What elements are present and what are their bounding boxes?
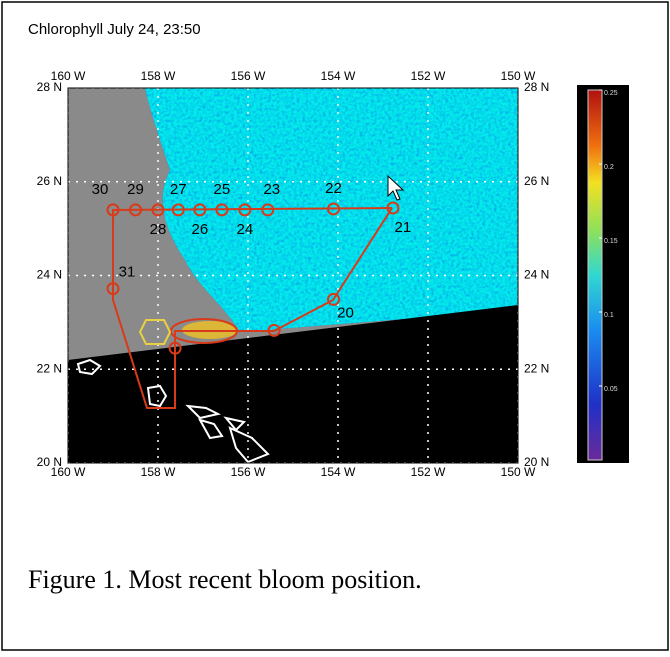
lat-tick-label: 28 N: [37, 80, 62, 94]
station-label: 29: [127, 181, 144, 198]
lat-tick-label: 22 N: [37, 361, 62, 375]
colorbar-tick-label: 0.2: [604, 164, 614, 171]
colorbar-tick-label: 0.1: [604, 312, 614, 319]
colorbar-tick-label: 0.25: [604, 90, 618, 97]
station-label: 24: [237, 221, 254, 238]
lat-tick-label: 26 N: [524, 174, 549, 188]
station-label: 22: [325, 180, 342, 197]
colorbar-tick-label: 0.05: [604, 386, 618, 393]
lon-tick-label: 156 W: [231, 465, 266, 479]
lat-tick-label: 20 N: [524, 455, 549, 469]
lat-tick-label: 28 N: [524, 80, 549, 94]
lon-tick-label: 152 W: [411, 465, 446, 479]
station-label: 23: [263, 181, 280, 198]
lat-tick-label: 26 N: [37, 174, 62, 188]
station-label: 25: [214, 181, 231, 198]
station-label: 20: [337, 304, 354, 321]
lon-tick-label: 156 W: [231, 69, 266, 83]
colorbar-tick-label: 0.15: [604, 238, 618, 245]
station-label: 26: [192, 221, 209, 238]
caption: Figure 1. Most recent bloom position.: [28, 565, 422, 594]
station-label: 21: [395, 219, 412, 236]
station-label: 30: [92, 181, 109, 198]
colorbar-panel: [577, 85, 629, 463]
lat-tick-label: 22 N: [524, 361, 549, 375]
lon-tick-label: 154 W: [321, 465, 356, 479]
lon-tick-label: 158 W: [141, 465, 176, 479]
figure: Chlorophyll July 24, 23:50 160 W160 W158…: [0, 0, 670, 652]
lon-tick-label: 154 W: [321, 69, 356, 83]
lat-tick-label: 24 N: [524, 268, 549, 282]
title: Chlorophyll July 24, 23:50: [28, 21, 201, 38]
station-label: 31: [119, 264, 136, 281]
lon-tick-label: 152 W: [411, 69, 446, 83]
lon-tick-label: 158 W: [141, 69, 176, 83]
station-label: 28: [150, 221, 167, 238]
station-label: 27: [170, 181, 187, 198]
lat-tick-label: 20 N: [37, 455, 62, 469]
lat-tick-label: 24 N: [37, 268, 62, 282]
colorbar: [588, 90, 602, 460]
